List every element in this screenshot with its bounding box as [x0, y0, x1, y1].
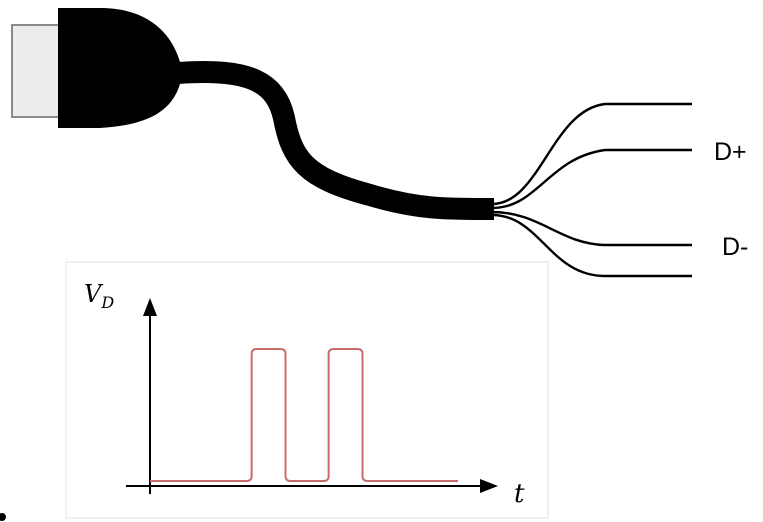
signal-plot-frame — [65, 261, 549, 519]
y-axis-label-main: V — [84, 280, 104, 308]
x-axis-arrow — [480, 479, 498, 493]
y-axis-label-subscript: D — [100, 293, 114, 312]
d-minus-label: D- — [722, 233, 748, 261]
wire-1 — [491, 102, 692, 206]
cable-jacket — [177, 61, 495, 221]
cropped-edge-mark — [0, 513, 6, 521]
wire-d-minus — [491, 210, 692, 247]
y-axis-arrow — [143, 298, 157, 316]
signal-trace — [150, 348, 458, 482]
x-axis-label: t — [514, 479, 525, 509]
conductor-wires — [491, 102, 692, 278]
connector-hood — [58, 8, 180, 128]
d-plus-label: D+ — [714, 138, 747, 166]
y-axis-label: VD — [84, 280, 114, 312]
wire-d-plus — [491, 148, 692, 210]
wire-4 — [491, 213, 692, 278]
